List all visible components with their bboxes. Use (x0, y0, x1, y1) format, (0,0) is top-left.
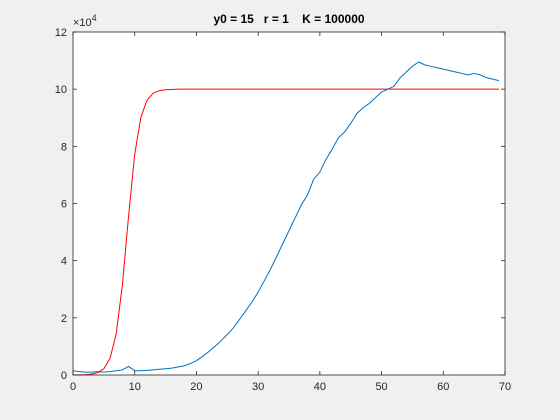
x-tick-label: 30 (252, 381, 264, 393)
y-multiplier: ×104 (73, 13, 97, 29)
y-multiplier-base: ×10 (73, 17, 92, 29)
y-tick-label: 0 (61, 370, 67, 382)
x-tick-label: 70 (499, 381, 511, 393)
x-tick-label: 50 (375, 381, 387, 393)
x-tick-label: 10 (129, 381, 141, 393)
x-tick-label: 60 (437, 381, 449, 393)
x-axis: 0 10 20 30 40 50 60 70 (70, 32, 511, 393)
y-tick-label: 6 (61, 199, 67, 211)
series-line-2 (72, 88, 499, 376)
x-tick-label: 0 (70, 381, 76, 393)
y-tick-label: 10 (55, 84, 67, 96)
y-tick-label: 12 (55, 27, 67, 39)
series-line-1 (72, 61, 499, 373)
chart-title: y0 = 15 r = 1 K = 100000 (213, 12, 364, 26)
y-multiplier-exponent: 4 (92, 13, 97, 23)
y-axis: 0 2 4 6 8 10 12 (55, 27, 505, 382)
y-tick-label: 4 (61, 256, 67, 268)
series-layer (72, 61, 499, 376)
y-tick-label: 2 (61, 313, 67, 325)
y-tick-label: 8 (61, 141, 67, 153)
x-tick-label: 40 (314, 381, 326, 393)
x-tick-label: 20 (190, 381, 202, 393)
plot-area (73, 32, 505, 375)
